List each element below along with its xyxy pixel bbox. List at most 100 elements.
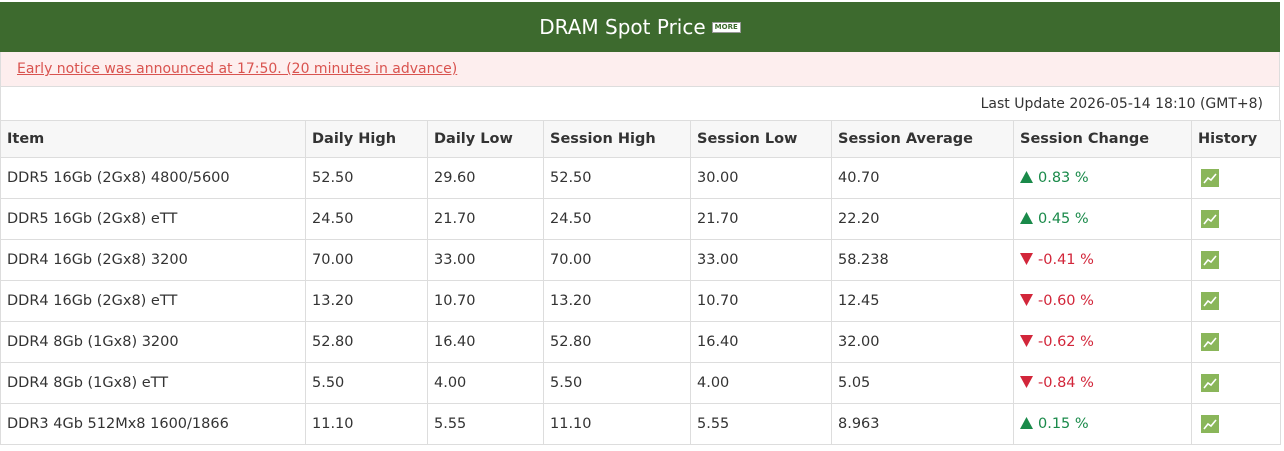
- history-icon[interactable]: [1201, 251, 1219, 269]
- cell: 33.00: [427, 239, 544, 281]
- column-header: History: [1191, 120, 1281, 158]
- change-value: -0.41 %: [1038, 252, 1094, 268]
- header: DRAM Spot Price MORE: [0, 2, 1280, 52]
- icon-line: [1203, 378, 1217, 389]
- cell: 5.55: [427, 403, 544, 445]
- cell: 24.50: [305, 198, 428, 240]
- cell: 0.83 %: [1013, 157, 1192, 199]
- cell: DDR4 16Gb (2Gx8) 3200: [0, 239, 306, 281]
- price-table: Item Daily High Daily Low Session High Sessi…: [0, 120, 1281, 445]
- cell: 30.00: [690, 157, 832, 199]
- cell: 10.70: [427, 280, 544, 322]
- table-row: DDR3 4Gb 512Mx8 1600/1866 11.10 5.55 11.10 5…: [0, 403, 1281, 445]
- icon-bg: [1201, 374, 1219, 392]
- history-cell: [1191, 239, 1281, 281]
- cell: 0.45 %: [1013, 198, 1192, 240]
- cell: 22.20: [831, 198, 1014, 240]
- change-value: 0.45 %: [1038, 211, 1089, 227]
- header-row: Item Daily High Daily Low Session High Sessi…: [0, 120, 1281, 158]
- cell: 16.40: [690, 321, 832, 363]
- arrow-shape: [1020, 171, 1033, 183]
- table-row: DDR5 16Gb (2Gx8) eTT 24.50 21.70 24.50 21.70…: [0, 198, 1281, 240]
- table-row: DDR4 8Gb (1Gx8) 3200 52.80 16.40 52.80 16.40…: [0, 321, 1281, 363]
- last-update: Last Update 2026-05-14 18:10 (GMT+8): [0, 86, 1280, 120]
- cell: -0.41 %: [1013, 239, 1192, 281]
- down-arrow: [1020, 376, 1033, 388]
- title: DRAM Spot Price: [539, 15, 706, 39]
- icon-line: [1203, 296, 1217, 307]
- icon-line: [1203, 337, 1217, 348]
- cell: -0.60 %: [1013, 280, 1192, 322]
- arrow-shape: [1020, 417, 1033, 429]
- cell: 5.55: [690, 403, 832, 445]
- column-header: Session Low: [690, 120, 832, 158]
- arrow-shape: [1020, 294, 1033, 306]
- panel: DRAM Spot Price MORE Early notice was ann…: [0, 2, 1281, 445]
- change-value: -0.60 %: [1038, 293, 1094, 309]
- history-icon[interactable]: [1201, 210, 1219, 228]
- table-row: DDR4 16Gb (2Gx8) 3200 70.00 33.00 70.00 33.0…: [0, 239, 1281, 281]
- cell: 5.50: [543, 362, 691, 404]
- notice-link[interactable]: Early notice was announced at 17:50. (20…: [0, 52, 1280, 86]
- change-value: 0.83 %: [1038, 170, 1089, 186]
- icon-line: [1203, 255, 1217, 266]
- table-row: DDR4 16Gb (2Gx8) eTT 13.20 10.70 13.20 10.70…: [0, 280, 1281, 322]
- column-header: Session High: [543, 120, 691, 158]
- cell: DDR5 16Gb (2Gx8) 4800/5600: [0, 157, 306, 199]
- cell: 52.80: [543, 321, 691, 363]
- cell: 0.15 %: [1013, 403, 1192, 445]
- cell: 21.70: [427, 198, 544, 240]
- icon-line: [1203, 214, 1217, 225]
- change-value: 0.15 %: [1038, 416, 1089, 432]
- cell: 5.05: [831, 362, 1014, 404]
- column-header: Session Change: [1013, 120, 1192, 158]
- history-icon[interactable]: [1201, 415, 1219, 433]
- icon-line: [1203, 173, 1217, 184]
- cell: DDR3 4Gb 512Mx8 1600/1866: [0, 403, 306, 445]
- cell: -0.62 %: [1013, 321, 1192, 363]
- cell: 8.963: [831, 403, 1014, 445]
- icon-bg: [1201, 292, 1219, 310]
- icon-line: [1203, 419, 1217, 430]
- cell: 52.80: [305, 321, 428, 363]
- cell: 10.70: [690, 280, 832, 322]
- history-icon[interactable]: [1201, 333, 1219, 351]
- history-icon[interactable]: [1201, 292, 1219, 310]
- icon-bg: [1201, 415, 1219, 433]
- cell: 33.00: [690, 239, 832, 281]
- cell: -0.84 %: [1013, 362, 1192, 404]
- up-arrow: [1020, 212, 1033, 224]
- cell: DDR4 8Gb (1Gx8) eTT: [0, 362, 306, 404]
- cell: 12.45: [831, 280, 1014, 322]
- history-cell: [1191, 362, 1281, 404]
- down-arrow: [1020, 335, 1033, 347]
- cell: 11.10: [305, 403, 428, 445]
- history-icon[interactable]: [1201, 169, 1219, 187]
- cell: DDR4 16Gb (2Gx8) eTT: [0, 280, 306, 322]
- column-header: Item: [0, 120, 306, 158]
- history-cell: [1191, 198, 1281, 240]
- up-arrow: [1020, 171, 1033, 183]
- more-badge[interactable]: MORE: [711, 21, 741, 33]
- arrow-shape: [1020, 253, 1033, 265]
- history-icon[interactable]: [1201, 374, 1219, 392]
- up-arrow: [1020, 417, 1033, 429]
- cell: 58.238: [831, 239, 1014, 281]
- history-cell: [1191, 321, 1281, 363]
- cell: 5.50: [305, 362, 428, 404]
- icon-bg: [1201, 210, 1219, 228]
- table-row: DDR4 8Gb (1Gx8) eTT 5.50 4.00 5.50 4.00 5.05-…: [0, 362, 1281, 404]
- arrow-shape: [1020, 212, 1033, 224]
- table-row: DDR5 16Gb (2Gx8) 4800/5600 52.50 29.60 52.5…: [0, 157, 1281, 199]
- arrow-shape: [1020, 335, 1033, 347]
- cell: 70.00: [305, 239, 428, 281]
- icon-bg: [1201, 251, 1219, 269]
- cell: 11.10: [543, 403, 691, 445]
- cell: 24.50: [543, 198, 691, 240]
- down-arrow: [1020, 294, 1033, 306]
- cell: 40.70: [831, 157, 1014, 199]
- down-arrow: [1020, 253, 1033, 265]
- column-header: Daily Low: [427, 120, 544, 158]
- history-cell: [1191, 280, 1281, 322]
